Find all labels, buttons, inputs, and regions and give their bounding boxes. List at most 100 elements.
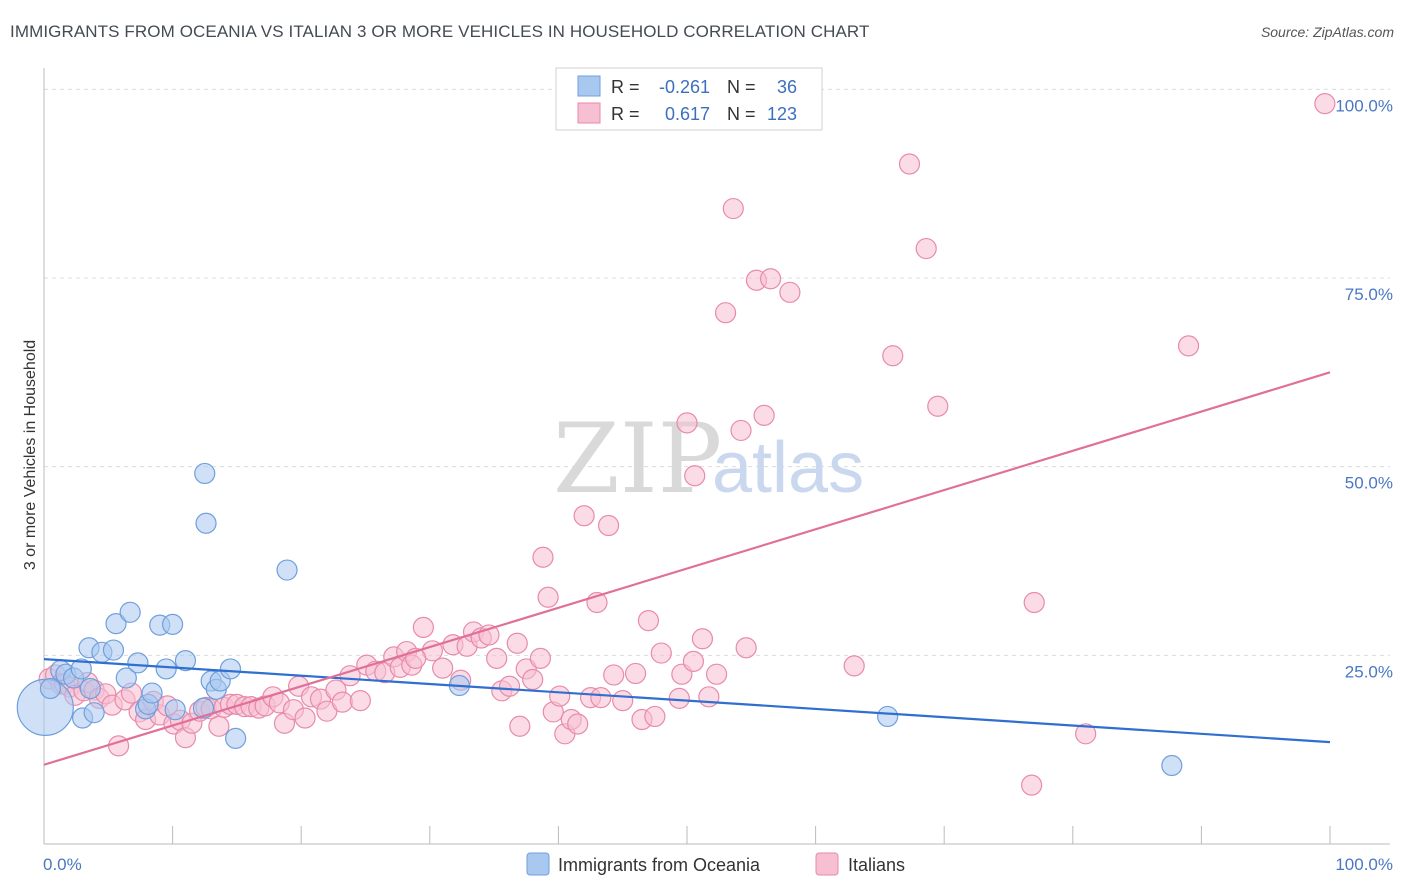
data-point [79, 677, 101, 700]
data-point [102, 639, 125, 661]
data-point [192, 697, 215, 719]
data-point [506, 632, 528, 654]
chart-title: IMMIGRANTS FROM OCEANIA VS ITALIAN 3 OR … [10, 22, 870, 41]
legend-series: Immigrants from Oceania Italians [526, 852, 905, 876]
data-point [331, 691, 353, 713]
trend-line-oceania [43, 658, 1331, 744]
data-point [843, 655, 865, 677]
data-point [276, 559, 298, 581]
data-point [549, 685, 571, 707]
data-point [730, 419, 752, 442]
data-point [1177, 335, 1200, 357]
legend-r-value: -0.261 [659, 77, 710, 97]
x-tick-label: 100.0% [1335, 855, 1393, 874]
legend-stats: R = -0.261 N = 36 R = 0.617 N = 123 [555, 67, 823, 131]
data-point [898, 153, 921, 175]
data-point [567, 713, 589, 735]
tick-labels: 25.0% 50.0% 75.0% 100.0% 0.0% 100.0% [43, 96, 1393, 874]
data-point [208, 715, 230, 737]
data-point [225, 727, 247, 749]
data-point [1075, 723, 1097, 745]
data-point [705, 663, 728, 685]
legend-r-label: R = [611, 104, 640, 124]
legend-label-italians: Italians [848, 855, 905, 875]
data-point [119, 601, 141, 623]
source-credit: Source: ZipAtlas.com [1260, 24, 1394, 40]
data-point [1021, 774, 1043, 796]
legend-label-oceania: Immigrants from Oceania [558, 855, 761, 875]
data-point [877, 705, 899, 728]
data-point [195, 512, 217, 534]
data-point [486, 647, 508, 669]
legend-swatch-italians [815, 852, 839, 876]
data-point [498, 675, 521, 697]
data-point [597, 514, 620, 537]
y-axis-title: 3 or more Vehicles in Household [22, 340, 39, 570]
data-point [219, 658, 242, 680]
data-point [162, 613, 184, 635]
data-point [509, 715, 531, 737]
data-point [927, 395, 949, 417]
data-point [882, 345, 904, 367]
data-point [174, 650, 197, 672]
data-point [573, 505, 595, 527]
legend-n-label: N = [727, 77, 756, 97]
data-point [603, 664, 625, 686]
watermark-atlas: atlas [712, 428, 864, 508]
watermark: ZIP atlas [553, 403, 864, 515]
data-point [779, 281, 801, 303]
legend-r-label: R = [611, 77, 640, 97]
data-point [590, 686, 612, 709]
data-point [722, 197, 744, 220]
legend-n-value: 123 [767, 104, 797, 124]
data-point [115, 667, 137, 689]
y-tick-label: 50.0% [1345, 474, 1393, 493]
legend-swatch-oceania [577, 75, 601, 97]
data-point [432, 657, 454, 679]
data-point [194, 462, 216, 485]
data-point [349, 690, 371, 712]
data-point [684, 465, 706, 487]
legend-n-label: N = [727, 104, 756, 124]
data-point [676, 412, 698, 434]
y-tick-label: 100.0% [1335, 96, 1393, 115]
data-point [759, 268, 782, 290]
data-point [39, 677, 62, 700]
x-tick-label: 0.0% [43, 855, 82, 874]
y-tick-label: 75.0% [1345, 285, 1393, 304]
data-point [612, 690, 634, 712]
data-points [16, 93, 1336, 796]
data-point [155, 658, 177, 680]
data-point [532, 546, 554, 568]
legend-swatch-italians [577, 102, 601, 124]
data-point [735, 637, 757, 659]
data-point [164, 699, 186, 721]
data-point [691, 628, 714, 650]
data-point [412, 616, 434, 639]
y-tick-label: 25.0% [1345, 662, 1393, 681]
data-point [105, 613, 127, 635]
data-point [1161, 754, 1183, 777]
data-point [1023, 591, 1045, 614]
grid-lines [44, 88, 1390, 656]
data-point [70, 658, 92, 680]
data-point [668, 687, 690, 709]
data-point [522, 668, 544, 691]
legend-swatch-oceania [526, 852, 550, 876]
data-point [529, 647, 551, 669]
data-point [537, 586, 559, 608]
data-point [650, 642, 672, 664]
data-point [294, 707, 316, 729]
data-point [141, 682, 163, 704]
legend-n-value: 36 [777, 77, 797, 97]
data-point [624, 662, 647, 685]
legend-r-value: 0.617 [665, 104, 710, 124]
data-point [644, 705, 666, 728]
data-point [915, 237, 937, 260]
data-point [83, 702, 105, 724]
data-point [1314, 93, 1336, 115]
trend-line-italians [43, 371, 1331, 766]
data-point [714, 302, 737, 324]
series-oceania [16, 462, 1183, 777]
data-point [637, 610, 660, 632]
